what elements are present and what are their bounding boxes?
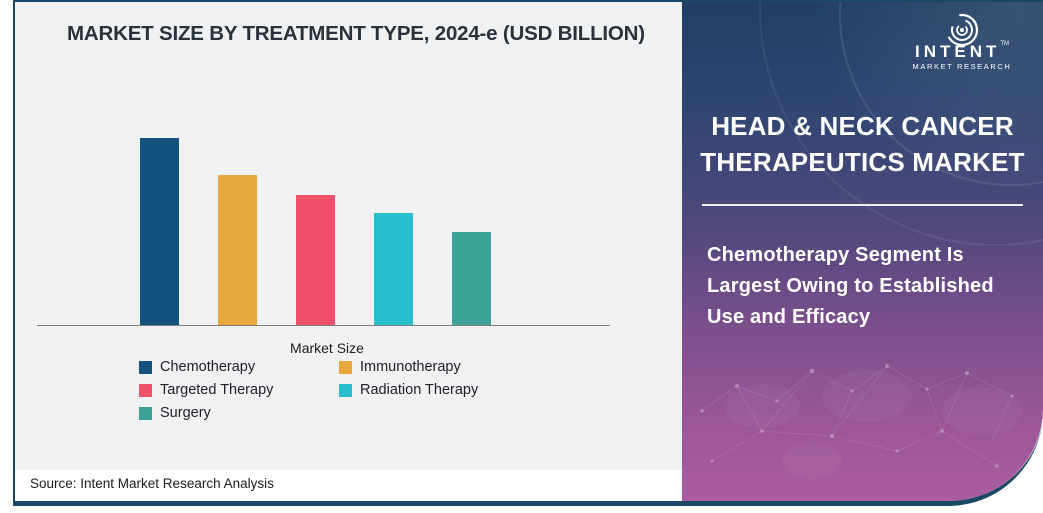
plot-area <box>15 2 682 326</box>
legend-item-targeted-therapy: Targeted Therapy <box>139 382 339 398</box>
legend-label: Chemotherapy <box>160 359 256 375</box>
legend-swatch <box>139 406 152 420</box>
legend: Market Size Chemotherapy Immunotherapy Tar… <box>37 340 617 421</box>
chart-section: MARKET SIZE BY TREATMENT TYPE, 2024-e (U… <box>15 2 682 501</box>
legend-items: Chemotherapy Immunotherapy Targeted Therap… <box>139 359 617 421</box>
bar-radiation-therapy <box>374 213 413 325</box>
logo-name: INTENT <box>914 42 1001 61</box>
legend-swatch <box>339 383 352 397</box>
chart-title: MARKET SIZE BY TREATMENT TYPE, 2024-e (U… <box>67 22 645 45</box>
logo-subtitle: MARKET RESEARCH <box>912 62 1012 71</box>
legend-title: Market Size <box>290 340 364 356</box>
bar-surgery <box>452 232 491 325</box>
legend-item-immunotherapy: Immunotherapy <box>339 359 478 375</box>
legend-swatch <box>339 360 352 374</box>
legend-swatch <box>139 383 152 397</box>
legend-label: Radiation Therapy <box>360 382 479 398</box>
x-axis-line <box>37 325 610 326</box>
report-card: MARKET SIZE BY TREATMENT TYPE, 2024-e (U… <box>13 0 1043 506</box>
source-note: Source: Intent Market Research Analysis <box>30 476 274 491</box>
chart-canvas: MARKET SIZE BY TREATMENT TYPE, 2024-e (U… <box>15 2 682 470</box>
legend-label: Targeted Therapy <box>160 382 274 398</box>
legend-label: Surgery <box>160 405 211 421</box>
logo-trademark: TM <box>1000 41 1010 47</box>
bar-targeted-therapy <box>296 195 335 325</box>
legend-item-radiation-therapy: Radiation Therapy <box>339 382 478 398</box>
world-map-pattern <box>700 364 1022 479</box>
intent-market-research-logo: INTENT TM MARKET RESEARCH <box>895 8 1029 71</box>
info-panel: INTENT TM MARKET RESEARCH HEAD & NECK CA… <box>682 2 1043 501</box>
panel-divider <box>702 204 1023 206</box>
legend-swatch <box>139 360 152 374</box>
legend-label: Immunotherapy <box>360 359 461 375</box>
panel-title: HEAD & NECK CANCER THERAPEUTICS MARKET <box>700 111 1025 177</box>
broadcast-arcs-icon <box>945 13 979 47</box>
legend-item-chemotherapy: Chemotherapy <box>139 359 339 375</box>
bar-chemotherapy <box>140 138 179 325</box>
legend-item-surgery: Surgery <box>139 405 339 421</box>
bar-immunotherapy <box>218 175 257 325</box>
panel-subtitle: Chemotherapy Segment Is Largest Owing to… <box>707 244 994 328</box>
